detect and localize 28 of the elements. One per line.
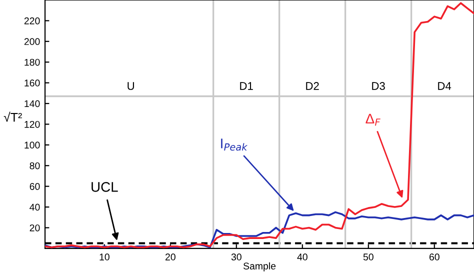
x-tick-label: 10 <box>100 254 110 260</box>
annotation: I$_{Peak}$ <box>221 138 248 151</box>
y-tick-label: 200 <box>24 38 40 46</box>
y-tick-label: 160 <box>24 80 40 86</box>
y-tick-label: 120 <box>24 120 40 128</box>
x-axis-title: Sample <box>243 262 276 272</box>
y-tick-label: 220 <box>24 17 40 24</box>
annotation: U <box>128 82 134 90</box>
y-tick-label: 20 <box>30 224 40 232</box>
x-tick-label: 30 <box>231 254 242 260</box>
annotation: D4 <box>438 82 452 90</box>
x-tick-label: 40 <box>297 254 308 260</box>
y-tick-label: 80 <box>30 162 40 170</box>
x-tick-label: 20 <box>166 254 176 260</box>
y-tick-label: 180 <box>24 58 40 66</box>
annotation: D3 <box>372 82 385 90</box>
annotation: D1 <box>240 82 253 90</box>
y-tick-label: 60 <box>30 183 40 190</box>
annotation: UCL <box>92 182 118 192</box>
x-tick-label: 50 <box>363 254 374 260</box>
y-tick-label: 40 <box>30 204 40 211</box>
y-tick-label: 100 <box>24 142 40 149</box>
x-tick-label: 60 <box>429 254 440 260</box>
annotation: D2 <box>306 82 319 90</box>
annotation: Δ$_{F}$ <box>366 114 380 126</box>
line-series <box>45 2 474 248</box>
y-axis-title: √T² <box>4 112 22 122</box>
y-tick-label: 140 <box>24 100 40 108</box>
